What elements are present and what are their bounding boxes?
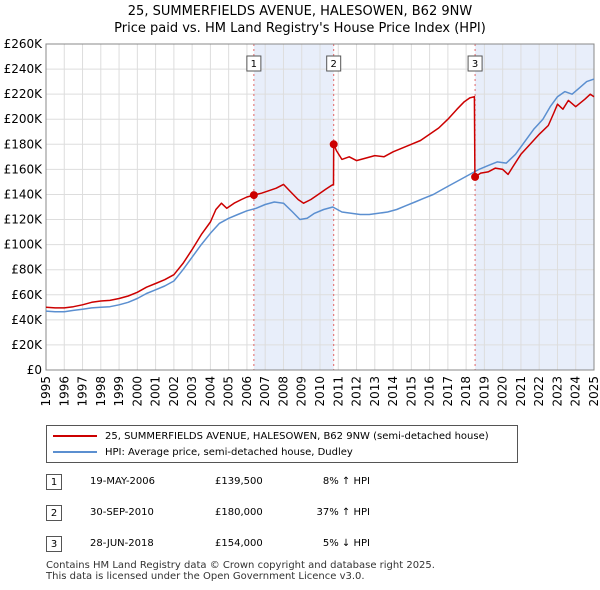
transaction-marker-label: 3 <box>472 59 478 70</box>
sale-price: £154,000 <box>215 538 263 549</box>
series-line-property <box>45 93 595 309</box>
x-tick-label: 2013 <box>368 376 382 407</box>
plot-border <box>45 43 595 371</box>
x-tick-label: 2019 <box>477 376 491 407</box>
y-tick-label: £200K <box>4 112 44 126</box>
sale-number: 3 <box>46 536 62 552</box>
x-tick-label: 2014 <box>386 376 400 407</box>
legend-item-hpi: HPI: Average price, semi-detached house,… <box>53 445 353 459</box>
legend-item-property: 25, SUMMERFIELDS AVENUE, HALESOWEN, B62 … <box>53 429 489 443</box>
chart-title: 25, SUMMERFIELDS AVENUE, HALESOWEN, B62 … <box>127 4 473 19</box>
sale-date: 28-JUN-2018 <box>90 538 154 549</box>
transaction-point <box>329 140 338 149</box>
y-tick-label: £0 <box>27 363 42 377</box>
x-tick-label: 2004 <box>203 376 217 407</box>
y-tick-label: £100K <box>4 238 44 252</box>
sale-row: 3 28-JUN-2018 £154,000 5% ↓ HPI <box>40 536 600 556</box>
series-line-hpi <box>45 78 595 313</box>
sale-date: 30-SEP-2010 <box>90 507 154 518</box>
x-tick-label: 1999 <box>112 376 126 407</box>
y-tick-label: £40K <box>11 313 43 327</box>
x-tick-label: 2001 <box>149 376 163 407</box>
price-chart: £0 £20K £40K £60K £80K £100K £120K £140K £160K £1… <box>4 37 600 407</box>
sale-date: 19-MAY-2006 <box>90 476 156 487</box>
y-tick-label: £60K <box>11 288 43 302</box>
y-tick-label: £220K <box>4 87 44 101</box>
x-tick-label: 2015 <box>404 376 418 407</box>
x-tick-label: 2025 <box>587 376 600 407</box>
legend-label-property: 25, SUMMERFIELDS AVENUE, HALESOWEN, B62 … <box>105 430 489 442</box>
x-tick-label: 2000 <box>130 376 144 407</box>
x-tick-label: 2002 <box>167 376 181 407</box>
sale-hpi-diff: 37% ↑ HPI <box>316 507 370 518</box>
transaction-point <box>471 172 480 181</box>
y-tick-label: £240K <box>4 62 44 76</box>
legend-swatch-hpi <box>53 451 97 453</box>
y-tick-label: £180K <box>4 137 44 151</box>
x-tick-label: 2024 <box>569 376 583 407</box>
x-tick-label: 2007 <box>258 376 272 407</box>
x-tick-label: 2005 <box>222 376 236 407</box>
y-tick-label: £120K <box>4 213 44 227</box>
x-tick-label: 2020 <box>496 376 510 407</box>
x-tick-label: 2021 <box>514 376 528 407</box>
x-tick-label: 2023 <box>550 376 564 407</box>
transaction-marker-label: 2 <box>331 59 337 70</box>
sale-row: 1 19-MAY-2006 £139,500 8% ↑ HPI <box>40 474 600 494</box>
transaction-marker-box <box>326 55 342 72</box>
sale-hpi-diff: 5% ↓ HPI <box>322 538 370 549</box>
y-tick-label: £140K <box>4 187 44 201</box>
x-tick-label: 2010 <box>313 376 327 407</box>
sale-price: £180,000 <box>215 507 263 518</box>
x-tick-label: 2003 <box>185 376 199 407</box>
sale-number: 1 <box>46 474 62 490</box>
footer: Contains HM Land Registry data © Crown c… <box>46 560 435 582</box>
x-tick-label: 2012 <box>350 376 364 407</box>
footer-line-1: Contains HM Land Registry data © Crown c… <box>46 560 435 571</box>
footer-line-2: This data is licensed under the Open Gov… <box>46 571 365 582</box>
y-tick-label: £80K <box>11 263 43 277</box>
chart-subtitle: Price paid vs. HM Land Registry's House … <box>114 21 486 36</box>
legend-label-hpi: HPI: Average price, semi-detached house,… <box>105 446 353 458</box>
sale-hpi-diff: 8% ↑ HPI <box>322 476 370 487</box>
x-tick-label: 2011 <box>331 376 345 407</box>
sale-price: £139,500 <box>215 476 263 487</box>
sale-row: 2 30-SEP-2010 £180,000 37% ↑ HPI <box>40 505 600 525</box>
transaction-marker-label: 1 <box>251 59 257 70</box>
x-tick-label: 2006 <box>240 376 254 407</box>
sale-number: 2 <box>46 505 62 521</box>
y-tick-label: £160K <box>4 162 44 176</box>
y-tick-label: £260K <box>4 37 44 51</box>
x-tick-label: 2016 <box>423 376 437 407</box>
y-tick-label: £20K <box>11 338 43 352</box>
x-tick-label: 2018 <box>459 376 473 407</box>
x-tick-label: 1998 <box>94 376 108 407</box>
x-tick-label: 2022 <box>532 376 546 407</box>
shaded-range <box>475 44 594 370</box>
x-tick-label: 1995 <box>39 376 53 407</box>
legend-swatch-property <box>53 435 97 437</box>
shaded-range <box>253 44 334 370</box>
legend: 25, SUMMERFIELDS AVENUE, HALESOWEN, B62 … <box>46 425 518 463</box>
x-tick-label: 1996 <box>57 376 71 407</box>
x-tick-label: 1997 <box>76 376 90 407</box>
x-tick-label: 2008 <box>276 376 290 407</box>
x-tick-label: 2017 <box>441 376 455 407</box>
transaction-point <box>249 191 258 200</box>
x-tick-label: 2009 <box>295 376 309 407</box>
transaction-marker-box <box>246 55 262 72</box>
transaction-marker-box <box>467 55 483 72</box>
